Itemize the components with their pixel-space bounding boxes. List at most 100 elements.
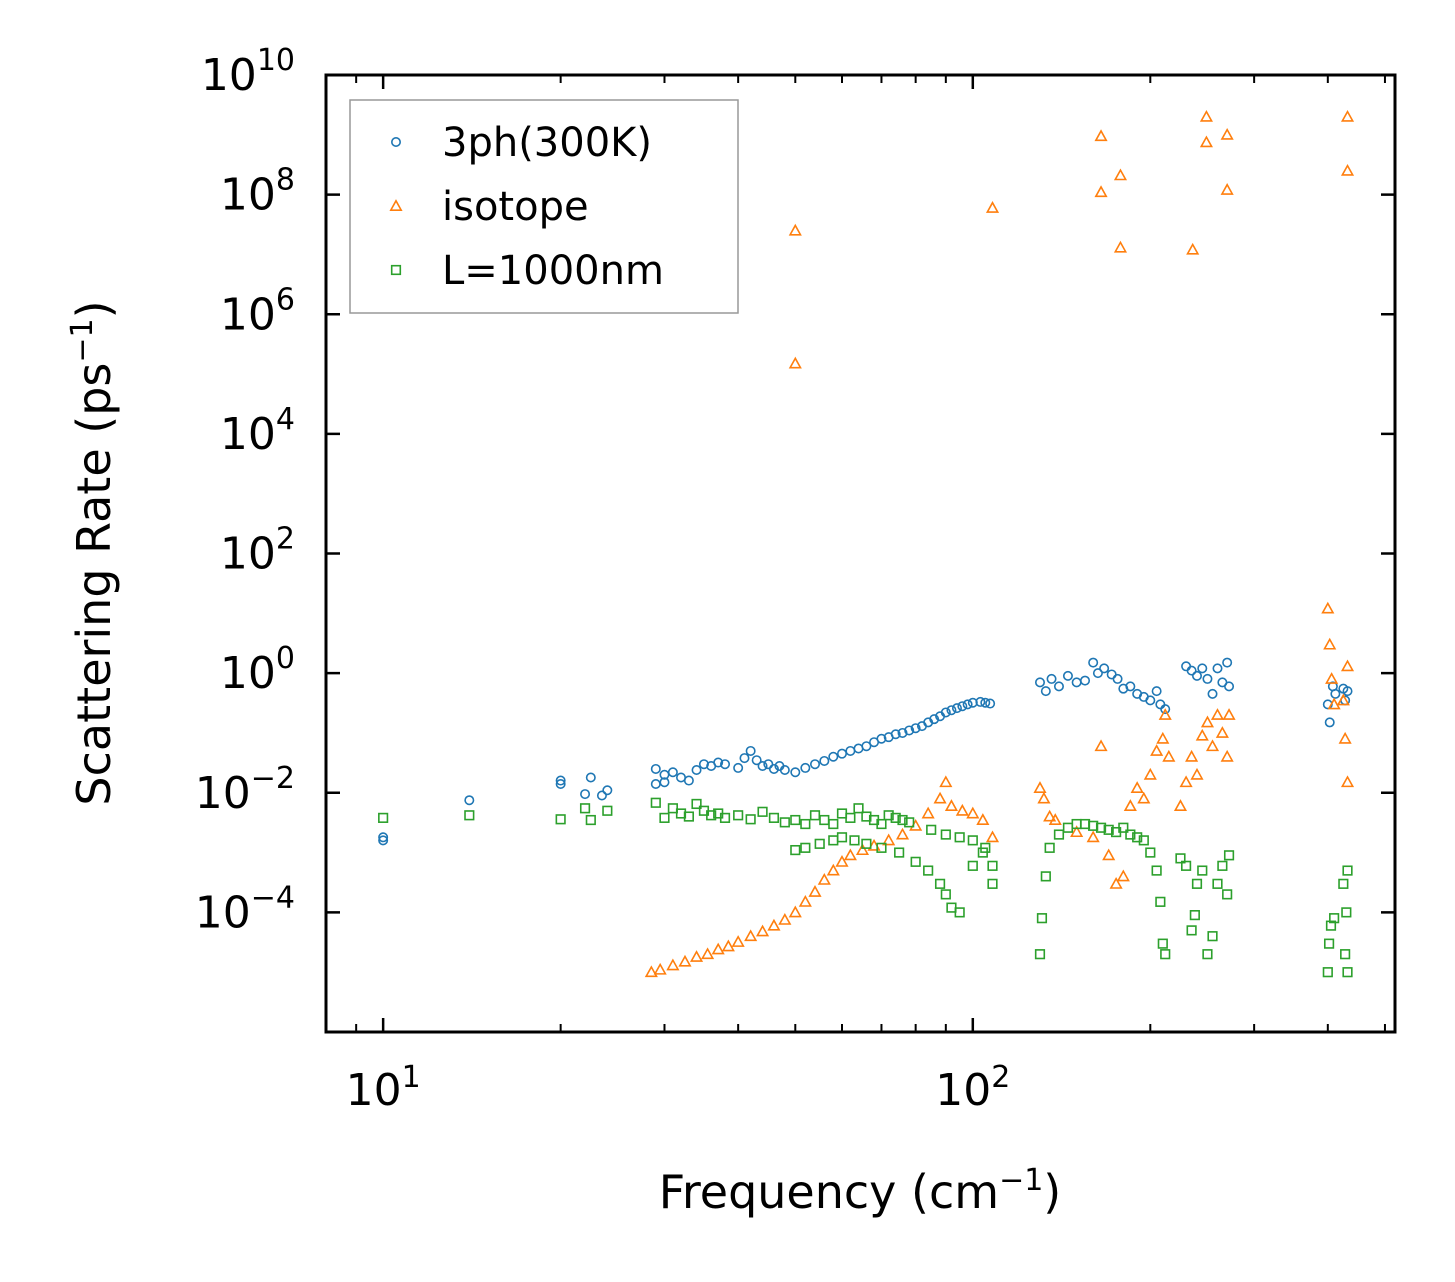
data-point-square — [790, 844, 801, 856]
data-point-circle — [1160, 704, 1171, 715]
data-point-triangle — [1043, 809, 1057, 822]
data-point-triangle — [1222, 708, 1236, 720]
data-point-square — [1145, 847, 1156, 858]
data-point-square — [876, 818, 887, 830]
data-point-circle — [378, 835, 389, 846]
legend-entry: L=1000nm — [390, 248, 664, 294]
data-point-square — [719, 812, 731, 823]
data-point-circle — [739, 753, 750, 764]
data-point-circle — [890, 729, 901, 740]
data-point-circle — [1125, 681, 1136, 692]
data-point-square — [464, 810, 475, 821]
data-point-circle — [790, 767, 801, 778]
data-point-circle — [751, 755, 762, 766]
data-point-circle — [946, 705, 957, 716]
data-point-triangle — [1094, 739, 1108, 752]
data-point-circle — [691, 765, 702, 776]
legend-marker-square — [390, 264, 402, 276]
data-point-triangle — [1173, 799, 1188, 811]
data-point-square — [967, 860, 978, 871]
y-tick-label: 106 — [220, 282, 295, 340]
data-point-square — [1223, 850, 1235, 861]
data-point-square — [659, 812, 670, 823]
data-point-triangle — [985, 830, 1000, 843]
data-point-triangle — [1325, 672, 1339, 684]
data-point-triangle — [1340, 775, 1355, 788]
data-point-square — [828, 818, 839, 830]
data-point-circle — [861, 741, 872, 752]
data-point-triangle — [788, 223, 802, 236]
data-point-triangle — [778, 913, 792, 925]
data-point-circle — [1046, 673, 1057, 684]
data-point-circle — [745, 745, 756, 756]
data-point-triangle — [1113, 240, 1128, 253]
data-point-square — [883, 810, 894, 821]
data-point-triangle — [1102, 848, 1116, 861]
data-point-square — [790, 814, 801, 826]
data-point-square — [667, 803, 678, 814]
data-point-circle — [1080, 675, 1091, 686]
data-point-triangle — [1116, 869, 1130, 882]
data-point-triangle — [1150, 744, 1164, 756]
data-point-circle — [1034, 677, 1045, 688]
data-point-circle — [985, 698, 996, 709]
data-point-square — [1212, 878, 1223, 889]
data-point-circle — [1099, 663, 1110, 674]
data-point-square — [897, 814, 908, 826]
data-point-triangle — [1195, 728, 1209, 741]
data-point-triangle — [1200, 715, 1215, 728]
data-point-triangle — [976, 813, 990, 825]
data-point-circle — [910, 723, 921, 734]
data-point-circle — [683, 775, 694, 786]
data-point-circle — [1212, 663, 1223, 674]
y-tick-label: 102 — [220, 522, 295, 580]
data-point-triangle — [985, 201, 1000, 213]
data-point-square — [779, 817, 790, 828]
legend-label: L=1000nm — [442, 248, 664, 294]
data-point-triangle — [966, 806, 980, 819]
data-point-square — [1186, 925, 1197, 936]
data-point-triangle — [1199, 135, 1213, 148]
data-point-triangle — [756, 924, 770, 937]
data-point-triangle — [689, 950, 704, 962]
series-3ph-300k- — [378, 657, 1353, 846]
x-axis-title-sup: −1 — [999, 1163, 1043, 1198]
data-point-circle — [580, 789, 591, 800]
data-point-circle — [698, 759, 709, 770]
legend-entry: 3ph(300K) — [390, 120, 652, 166]
x-tick-label: 101 — [346, 1060, 421, 1116]
data-point-circle — [585, 772, 596, 783]
data-point-square — [378, 812, 389, 823]
data-point-circle — [1207, 688, 1218, 699]
data-point-triangle — [1137, 791, 1151, 804]
data-point-circle — [940, 707, 951, 718]
data-point-square — [926, 824, 937, 835]
data-point-square — [1040, 871, 1051, 882]
data-point-triangle — [1156, 731, 1170, 744]
data-point-triangle — [1094, 129, 1108, 142]
data-point-circle — [713, 757, 724, 768]
data-point-square — [987, 860, 998, 871]
data-point-triangle — [921, 806, 935, 819]
data-point-triangle — [835, 854, 849, 867]
data-point-triangle — [882, 833, 896, 846]
data-point-square — [1197, 865, 1208, 876]
legend: 3ph(300K) isotope L=1000nm — [349, 99, 739, 314]
data-point-square — [691, 798, 702, 810]
data-point-triangle — [788, 905, 802, 918]
data-point-circle — [650, 763, 661, 774]
data-point-triangle — [1321, 601, 1335, 614]
data-point-square — [940, 829, 951, 840]
data-point-triangle — [955, 803, 969, 816]
y-tick-label: 10−2 — [195, 761, 295, 819]
y-tick-label: 108 — [220, 163, 295, 221]
data-point-circle — [1040, 686, 1051, 697]
data-point-circle — [876, 733, 887, 744]
data-point-square — [602, 805, 613, 816]
data-point-triangle — [826, 863, 840, 876]
data-point-triangle — [1162, 749, 1176, 762]
data-point-triangle — [1220, 749, 1234, 762]
y-tick-label: 104 — [220, 402, 295, 460]
y-axis-title-sup: −1 — [65, 318, 100, 362]
data-point-square — [650, 797, 661, 808]
